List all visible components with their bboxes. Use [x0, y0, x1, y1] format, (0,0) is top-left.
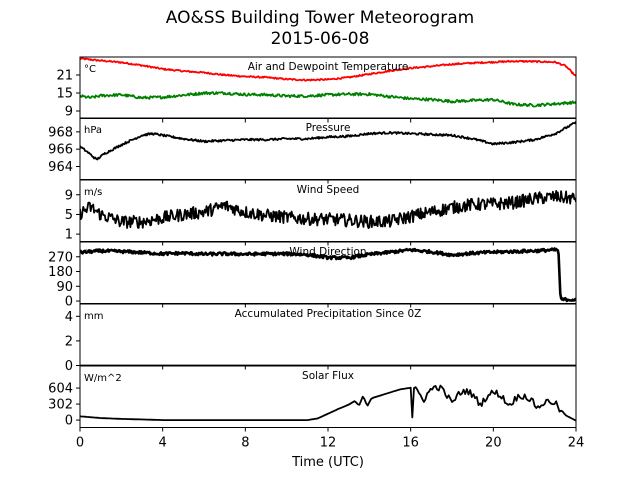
unit-label: °C	[84, 64, 96, 75]
y-tick-label: 0	[65, 359, 73, 374]
unit-label: m/s	[84, 187, 102, 198]
y-tick-label: 968	[48, 125, 73, 140]
x-tick-label: 0	[76, 436, 84, 451]
y-tick-label: 4	[65, 310, 73, 325]
y-tick-label: 0	[65, 295, 73, 310]
y-tick-label: 9	[65, 188, 73, 203]
panel-title: Pressure	[306, 122, 351, 134]
panel-title: Accumulated Precipitation Since 0Z	[235, 308, 422, 320]
panel-4: 0 2 4 mm Accumulated Precipitation Since 0Z	[65, 303, 577, 374]
x-axis: 0 4 8 12 16 20 24	[76, 436, 584, 451]
x-tick-label: 16	[402, 436, 419, 451]
chart-title: AO&SS Building Tower Meteorogram	[165, 8, 475, 28]
panel-title: Wind Direction	[289, 246, 366, 258]
y-tick-label: 270	[48, 250, 73, 265]
y-tick-label: 90	[56, 280, 73, 295]
series-wind_dir	[80, 247, 576, 303]
panel-1: 964 966 968 hPa Pressure	[48, 117, 577, 184]
chart-date: 2015-06-08	[270, 29, 370, 49]
series-dew	[80, 91, 576, 108]
series-wind_speed	[80, 190, 576, 229]
y-tick-label: 0	[65, 414, 73, 429]
unit-label: mm	[84, 311, 103, 322]
y-tick-label: 5	[65, 208, 73, 223]
y-tick-label: 15	[56, 87, 73, 102]
y-tick-label: 966	[48, 143, 73, 158]
y-tick-label: 21	[56, 69, 73, 84]
panel-0: 9 15 21 °C Air and Dewpoint Temperature	[56, 56, 577, 123]
series-pressure	[80, 121, 576, 161]
unit-label: °	[84, 249, 89, 260]
panel-title: Air and Dewpoint Temperature	[248, 61, 409, 73]
x-tick-label: 8	[241, 436, 249, 451]
y-tick-label: 1	[65, 228, 73, 243]
unit-label: hPa	[84, 125, 102, 136]
y-tick-label: 9	[65, 105, 73, 120]
series-solar	[80, 384, 576, 422]
panel-title: Wind Speed	[297, 184, 360, 196]
y-tick-label: 604	[48, 382, 73, 397]
x-tick-label: 20	[485, 436, 502, 451]
y-tick-label: 180	[48, 265, 73, 280]
x-tick-label: 4	[159, 436, 167, 451]
series-air	[80, 57, 576, 82]
unit-label: W/m^2	[84, 373, 122, 384]
x-tick-label: 12	[320, 436, 337, 451]
y-tick-label: 302	[48, 398, 73, 413]
x-axis-label: Time (UTC)	[291, 455, 364, 470]
y-tick-label: 2	[65, 334, 73, 349]
panel-2: 1 5 9 m/s Wind Speed	[65, 179, 577, 246]
x-tick-label: 24	[568, 436, 585, 451]
panel-title: Solar Flux	[302, 370, 354, 382]
y-tick-label: 964	[48, 160, 73, 175]
